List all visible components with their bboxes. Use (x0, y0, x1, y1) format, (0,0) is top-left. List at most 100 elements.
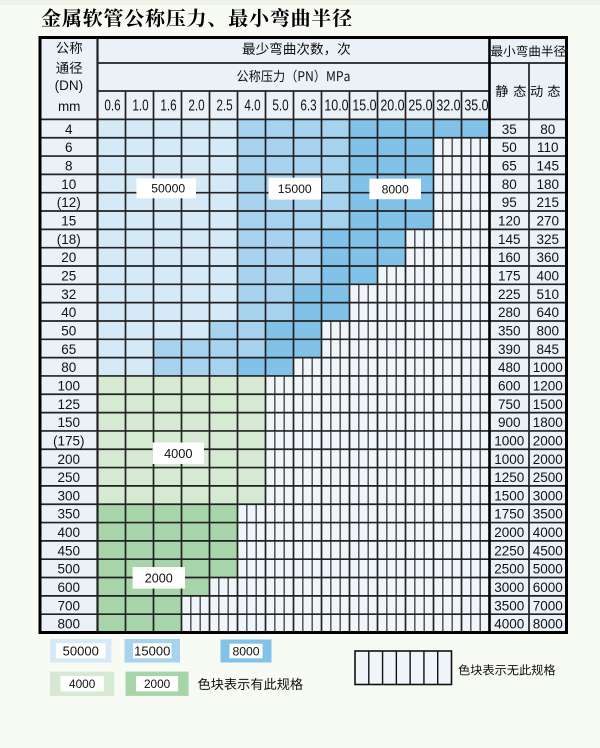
svg-text:800: 800 (536, 323, 559, 338)
svg-text:20.0: 20.0 (380, 98, 404, 115)
svg-text:2250: 2250 (494, 543, 524, 558)
svg-text:100: 100 (57, 378, 80, 393)
svg-text:700: 700 (57, 598, 80, 613)
svg-text:2500: 2500 (494, 562, 524, 577)
svg-text:2.0: 2.0 (188, 98, 204, 115)
svg-text:8000: 8000 (533, 617, 563, 632)
svg-text:15000: 15000 (278, 182, 312, 196)
svg-text:15: 15 (61, 214, 76, 229)
svg-text:8000: 8000 (382, 182, 409, 196)
svg-text:50000: 50000 (63, 643, 99, 658)
svg-text:0.6: 0.6 (104, 98, 120, 115)
svg-text:160: 160 (498, 250, 521, 265)
svg-text:80: 80 (502, 177, 517, 192)
svg-text:600: 600 (57, 580, 80, 595)
svg-text:10.0: 10.0 (324, 98, 348, 115)
svg-text:65: 65 (502, 159, 517, 174)
svg-text:35.0: 35.0 (464, 98, 488, 115)
svg-text:15000: 15000 (134, 643, 170, 658)
svg-text:450: 450 (57, 543, 80, 558)
svg-text:5.0: 5.0 (272, 98, 288, 115)
svg-text:65: 65 (61, 342, 76, 357)
svg-text:25: 25 (61, 269, 76, 284)
svg-text:2000: 2000 (533, 452, 563, 467)
svg-text:270: 270 (536, 214, 559, 229)
svg-text:900: 900 (498, 415, 521, 430)
svg-text:1250: 1250 (494, 470, 524, 485)
svg-text:390: 390 (498, 342, 521, 357)
svg-text:(12): (12) (57, 195, 81, 210)
svg-text:2000: 2000 (533, 433, 563, 448)
svg-text:350: 350 (498, 323, 521, 338)
svg-text:50: 50 (61, 323, 76, 338)
svg-text:40: 40 (61, 305, 76, 320)
svg-text:145: 145 (498, 232, 521, 247)
svg-text:7000: 7000 (533, 598, 563, 613)
svg-text:1800: 1800 (533, 415, 563, 430)
svg-text:300: 300 (57, 488, 80, 503)
svg-text:5000: 5000 (533, 562, 563, 577)
svg-text:180: 180 (536, 177, 559, 192)
svg-text:6000: 6000 (533, 580, 563, 595)
svg-text:20: 20 (61, 250, 76, 265)
svg-text:95: 95 (502, 195, 517, 210)
svg-text:125: 125 (57, 397, 80, 412)
svg-text:500: 500 (57, 562, 80, 577)
svg-text:4000: 4000 (494, 617, 524, 632)
svg-text:4: 4 (65, 122, 73, 137)
svg-text:4500: 4500 (533, 543, 563, 558)
svg-text:2000: 2000 (145, 571, 173, 585)
svg-text:(DN): (DN) (55, 78, 84, 93)
svg-text:3000: 3000 (533, 488, 563, 503)
svg-text:280: 280 (498, 305, 521, 320)
svg-text:1200: 1200 (533, 378, 563, 393)
svg-text:2500: 2500 (533, 470, 563, 485)
svg-text:3500: 3500 (494, 598, 524, 613)
svg-text:480: 480 (498, 360, 521, 375)
svg-text:225: 225 (498, 287, 521, 302)
svg-text:600: 600 (498, 378, 521, 393)
svg-text:1750: 1750 (494, 507, 524, 522)
svg-text:80: 80 (540, 122, 555, 137)
svg-text:(18): (18) (57, 232, 81, 247)
svg-text:2000: 2000 (144, 677, 171, 691)
svg-text:145: 145 (536, 159, 559, 174)
svg-text:845: 845 (536, 342, 559, 357)
svg-text:80: 80 (61, 360, 76, 375)
svg-text:50000: 50000 (151, 182, 185, 196)
svg-text:1000: 1000 (494, 433, 524, 448)
svg-text:150: 150 (57, 415, 80, 430)
svg-text:800: 800 (57, 617, 80, 632)
svg-text:400: 400 (536, 269, 559, 284)
svg-text:4.0: 4.0 (244, 98, 260, 115)
svg-text:1.6: 1.6 (160, 98, 176, 115)
svg-text:200: 200 (57, 452, 80, 467)
svg-text:4000: 4000 (164, 446, 192, 461)
svg-text:360: 360 (536, 250, 559, 265)
svg-text:350: 350 (57, 507, 80, 522)
svg-text:4000: 4000 (533, 525, 563, 540)
svg-text:32.0: 32.0 (436, 98, 460, 115)
svg-text:250: 250 (57, 470, 80, 485)
svg-text:400: 400 (57, 525, 80, 540)
svg-text:8: 8 (65, 159, 73, 174)
svg-text:325: 325 (536, 232, 559, 247)
svg-text:3000: 3000 (494, 580, 524, 595)
svg-text:(175): (175) (53, 433, 85, 448)
svg-text:750: 750 (498, 397, 521, 412)
svg-text:4000: 4000 (69, 677, 96, 691)
svg-text:32: 32 (61, 287, 76, 302)
svg-text:10: 10 (61, 177, 76, 192)
svg-text:3500: 3500 (533, 507, 563, 522)
svg-text:215: 215 (536, 195, 559, 210)
svg-text:15.0: 15.0 (352, 98, 376, 115)
svg-text:2000: 2000 (494, 525, 524, 540)
svg-text:1500: 1500 (533, 397, 563, 412)
svg-text:25.0: 25.0 (408, 98, 432, 115)
svg-text:6.3: 6.3 (300, 98, 316, 115)
svg-text:640: 640 (536, 305, 559, 320)
svg-text:110: 110 (537, 140, 559, 155)
svg-text:50: 50 (502, 140, 517, 155)
svg-text:2.5: 2.5 (216, 98, 232, 115)
svg-text:510: 510 (536, 287, 559, 302)
